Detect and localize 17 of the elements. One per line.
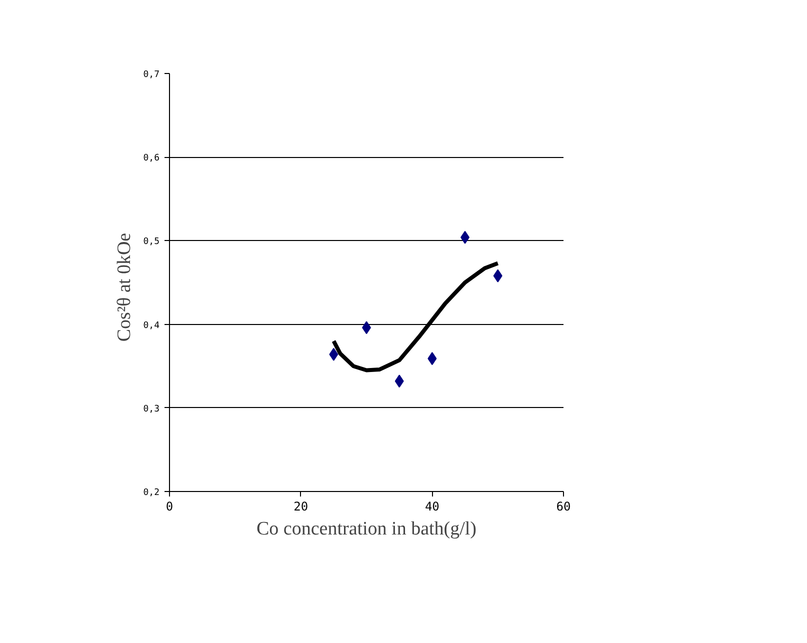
y-axis-title: Cos²θ at 0kOe: [114, 232, 136, 342]
y-tick-label: 0,4: [143, 320, 160, 331]
point: [493, 269, 502, 282]
line-series: [332, 261, 500, 372]
point: [394, 374, 404, 388]
y-tick-label: 0,3: [143, 404, 160, 414]
y-tick-label: 0,5: [143, 237, 160, 248]
y-tick-label: 0,6: [143, 154, 160, 164]
x-tick-label: 20: [294, 500, 308, 514]
point: [329, 348, 338, 361]
x-tick-label: 60: [556, 500, 571, 514]
point: [428, 352, 437, 366]
x-tick-label: 40: [424, 500, 440, 514]
x-tick-label: 0: [166, 500, 174, 514]
y-tick-label: 0,7: [143, 70, 160, 80]
y-tick-label: 0,2: [143, 488, 160, 498]
x-axis-title: Co concentration in bath(g/l): [256, 518, 477, 540]
